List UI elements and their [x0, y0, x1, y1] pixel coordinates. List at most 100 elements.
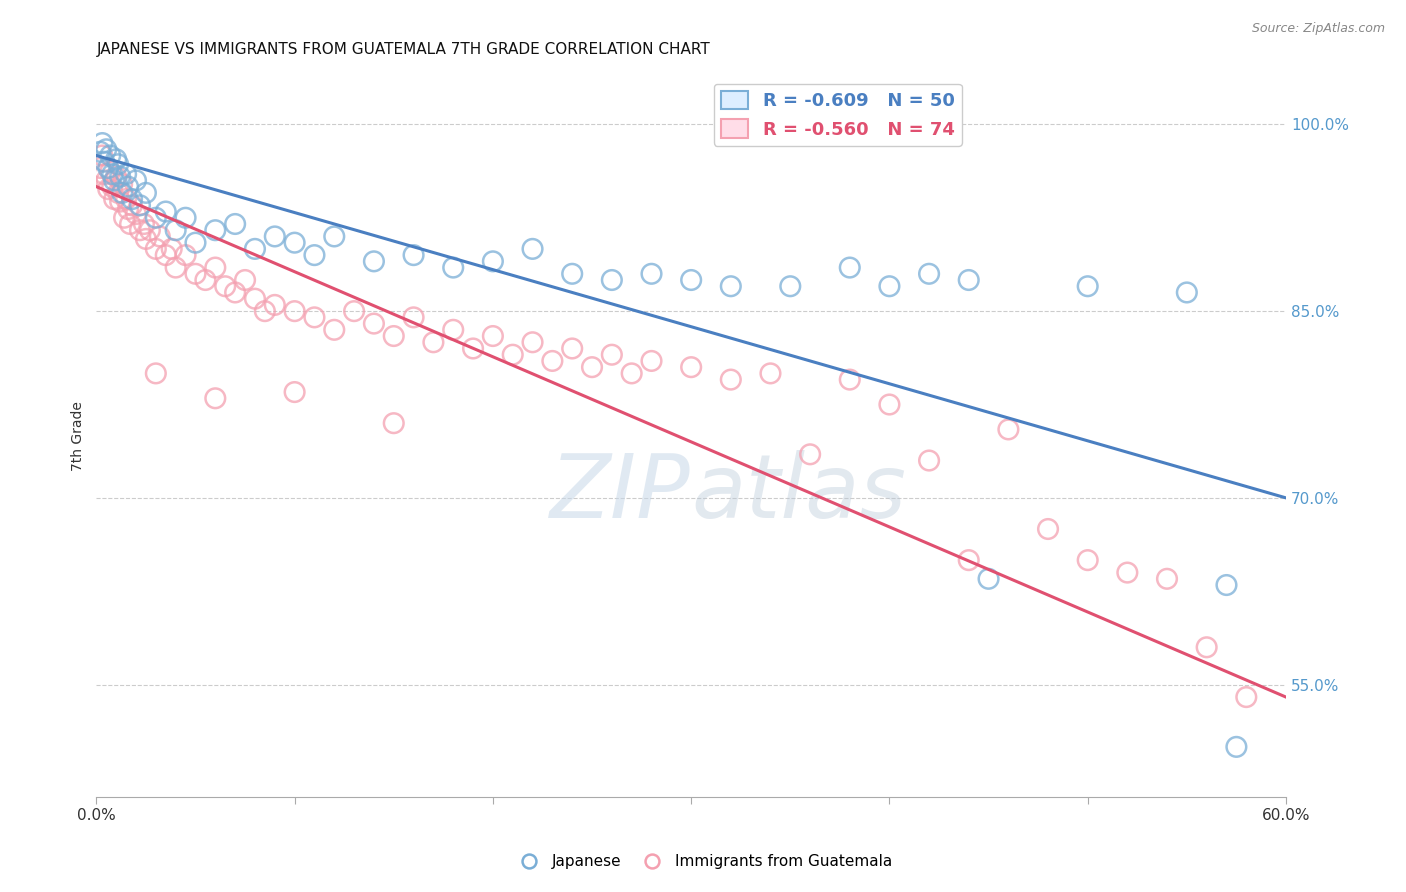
Point [112, 211, 135, 225]
Point [108, 194, 131, 209]
Point [600, 348, 623, 362]
Point [165, 260, 187, 275]
Point [139, 223, 162, 237]
Point [121, 198, 143, 212]
Point [640, 267, 662, 281]
Point [402, 248, 425, 262]
Point [838, 260, 860, 275]
Point [174, 211, 197, 225]
Point [98, 164, 121, 178]
Point [98, 148, 121, 162]
Legend: Japanese, Immigrants from Guatemala: Japanese, Immigrants from Guatemala [508, 848, 898, 875]
Point [402, 310, 425, 325]
Point [115, 167, 138, 181]
Point [204, 392, 226, 406]
Text: Source: ZipAtlas.com: Source: ZipAtlas.com [1251, 22, 1385, 36]
Point [1077, 553, 1099, 567]
Point [174, 248, 197, 262]
Point [129, 198, 152, 212]
Point [284, 235, 307, 250]
Point [89, 161, 111, 175]
Point [918, 453, 941, 467]
Point [224, 285, 246, 300]
Point [561, 267, 583, 281]
Y-axis label: 7th Grade: 7th Grade [72, 401, 86, 471]
Point [111, 177, 134, 191]
Point [155, 248, 177, 262]
Point [1077, 279, 1099, 293]
Point [304, 248, 326, 262]
Point [720, 373, 742, 387]
Point [304, 310, 326, 325]
Point [482, 254, 505, 268]
Point [145, 242, 167, 256]
Point [1036, 522, 1059, 536]
Point [135, 232, 157, 246]
Point [759, 367, 782, 381]
Point [522, 242, 544, 256]
Point [838, 373, 860, 387]
Point [107, 157, 129, 171]
Text: JAPANESE VS IMMIGRANTS FROM GUATEMALA 7TH GRADE CORRELATION CHART: JAPANESE VS IMMIGRANTS FROM GUATEMALA 7T… [97, 42, 710, 57]
Point [145, 367, 167, 381]
Point [600, 273, 623, 287]
Point [233, 273, 256, 287]
Point [1175, 285, 1198, 300]
Point [101, 167, 124, 181]
Point [323, 229, 346, 244]
Point [204, 260, 226, 275]
Point [120, 217, 142, 231]
Point [224, 217, 246, 231]
Point [97, 161, 120, 175]
Point [243, 292, 266, 306]
Legend: R = -0.609   N = 50, R = -0.560   N = 74: R = -0.609 N = 50, R = -0.560 N = 74 [714, 84, 962, 145]
Point [125, 207, 148, 221]
Point [117, 179, 139, 194]
Point [132, 217, 155, 231]
Point [184, 235, 207, 250]
Point [117, 202, 139, 216]
Point [363, 254, 385, 268]
Point [93, 154, 115, 169]
Point [160, 242, 183, 256]
Point [184, 267, 207, 281]
Point [541, 354, 564, 368]
Point [799, 447, 821, 461]
Point [323, 323, 346, 337]
Point [1195, 640, 1218, 655]
Point [103, 173, 125, 187]
Point [620, 367, 643, 381]
Point [121, 192, 143, 206]
Point [561, 342, 583, 356]
Point [957, 273, 980, 287]
Point [129, 223, 152, 237]
Point [115, 192, 138, 206]
Point [382, 416, 405, 430]
Point [108, 169, 131, 184]
Point [214, 279, 236, 293]
Point [253, 304, 276, 318]
Point [343, 304, 366, 318]
Point [284, 385, 307, 400]
Point [107, 186, 129, 200]
Point [93, 167, 115, 181]
Point [918, 267, 941, 281]
Point [422, 335, 444, 350]
Point [363, 317, 385, 331]
Point [284, 304, 307, 318]
Point [96, 173, 118, 187]
Point [581, 360, 603, 375]
Point [1225, 739, 1247, 754]
Point [135, 186, 157, 200]
Point [879, 279, 901, 293]
Point [1156, 572, 1178, 586]
Point [105, 169, 128, 184]
Point [194, 273, 217, 287]
Point [111, 186, 134, 200]
Point [165, 223, 187, 237]
Point [977, 572, 1000, 586]
Point [441, 260, 464, 275]
Point [91, 148, 114, 162]
Point [101, 179, 124, 194]
Point [105, 153, 128, 167]
